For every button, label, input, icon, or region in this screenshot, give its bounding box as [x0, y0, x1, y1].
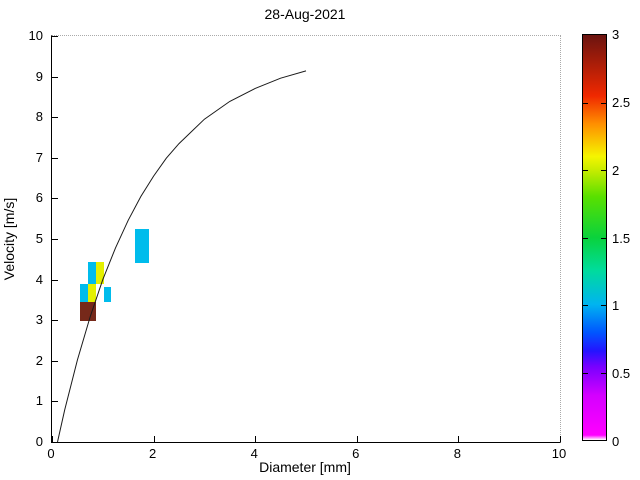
y-tick [52, 442, 58, 443]
x-tick [255, 436, 257, 442]
x-tick-label: 4 [250, 446, 258, 461]
plot-area [51, 35, 561, 443]
y-tick [52, 76, 58, 78]
colorbar-tick-label: 2.5 [612, 94, 631, 110]
y-tick [52, 198, 58, 200]
x-tick [356, 436, 358, 442]
colorbar-tick [583, 305, 588, 306]
y-tick-label: 6 [35, 190, 43, 206]
y-tick [52, 320, 58, 322]
y-tick-label: 3 [35, 312, 43, 328]
y-tick-label: 0 [35, 434, 43, 449]
y-tick [52, 157, 58, 159]
colorbar-tick [601, 102, 606, 104]
colorbar-tick-label: 3 [612, 27, 620, 42]
y-tick-label: 9 [35, 68, 43, 84]
colorbar-tick-label: 0.5 [612, 366, 631, 382]
x-tick-label: 10 [551, 446, 567, 461]
colorbar-tick [583, 102, 588, 104]
colorbar-tick-label: 1 [612, 298, 620, 314]
x-tick [153, 436, 155, 442]
y-tick [52, 279, 58, 281]
heatmap-cell [80, 302, 96, 321]
y-tick [52, 401, 58, 403]
colorbar-tick [601, 170, 606, 171]
y-tick [52, 117, 58, 119]
x-tick-label: 6 [352, 446, 360, 461]
y-tick-label: 2 [35, 352, 43, 368]
colorbar [582, 34, 607, 441]
x-tick-label: 0 [47, 446, 55, 461]
y-tick-label: 5 [35, 231, 43, 246]
x-tick-label: 2 [148, 446, 157, 461]
y-tick [52, 360, 58, 362]
y-tick-label: 1 [35, 393, 43, 409]
colorbar-tick [601, 305, 606, 306]
heatmap-cell [103, 286, 112, 303]
colorbar-tick [601, 372, 606, 374]
y-tick-label: 10 [28, 28, 43, 43]
colorbar-tick-label: 1.5 [612, 230, 631, 246]
colorbar-tick-label: 2 [612, 162, 620, 178]
y-tick-label: 7 [35, 149, 43, 165]
heatmap-cell [88, 261, 96, 285]
y-tick [52, 36, 58, 37]
colorbar-tick [601, 237, 606, 239]
y-tick-label: 4 [35, 271, 43, 287]
colorbar-tick [583, 237, 588, 239]
colorbar-tick [583, 372, 588, 374]
x-axis-label: Diameter [mm] [259, 459, 351, 475]
terminal-velocity-curve [57, 70, 307, 443]
x-tick [458, 436, 460, 442]
y-tick-label: 8 [35, 109, 43, 125]
heatmap-cell [80, 284, 89, 303]
x-tick-label: 8 [453, 446, 461, 461]
chart-title: 28-Aug-2021 [264, 6, 346, 22]
y-tick [52, 239, 58, 240]
colorbar-tick-label: 0 [612, 434, 620, 449]
heatmap-cell [88, 284, 96, 303]
heatmap-cell [134, 228, 150, 263]
x-tick [52, 436, 53, 442]
heatmap-cell [95, 261, 104, 285]
colorbar-tick [583, 170, 588, 171]
x-tick [560, 436, 561, 442]
